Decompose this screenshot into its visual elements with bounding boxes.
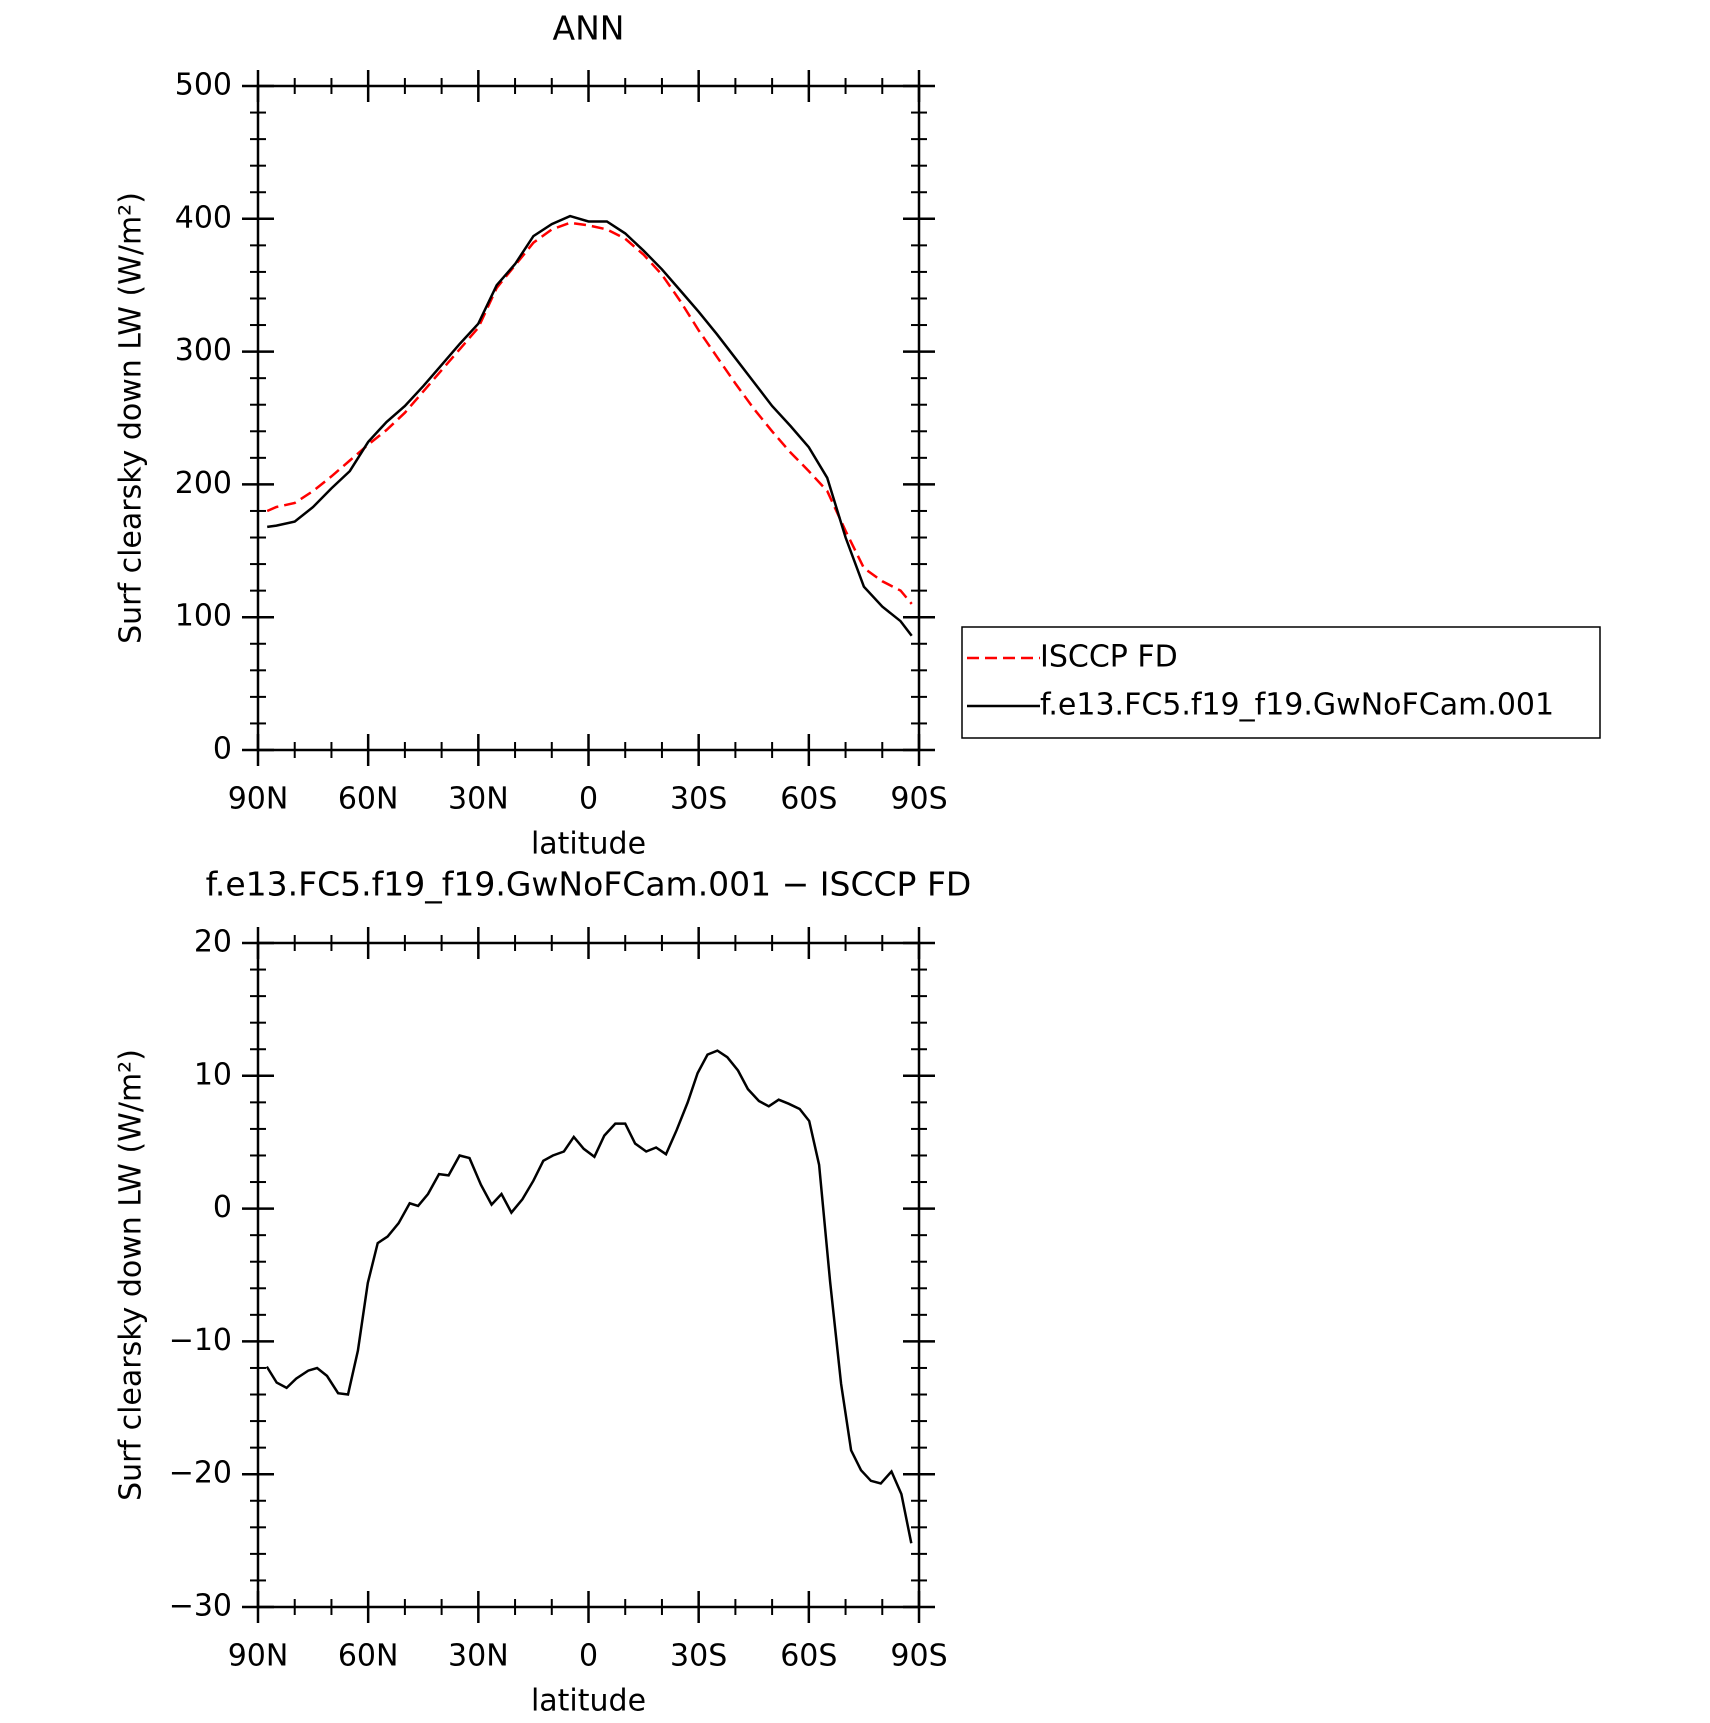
plot-frame: [256, 84, 921, 752]
legend-label: ISCCP FD: [1040, 640, 1178, 675]
legend-box: [961, 626, 1601, 739]
y-tick-label: 400: [175, 200, 232, 235]
x-tick-label: 90N: [228, 1639, 289, 1674]
x-tick-label: 30N: [448, 782, 509, 817]
y-tick-label: −30: [169, 1589, 232, 1624]
y-tick-label: 10: [194, 1057, 232, 1092]
x-tick-label: 90S: [890, 782, 947, 817]
x-tick-label: 30S: [670, 1639, 727, 1674]
x-tick-label: 90S: [890, 1639, 947, 1674]
y-tick-label: 300: [175, 333, 232, 368]
y-tick-label: −10: [169, 1323, 232, 1358]
x-tick-label: 60S: [780, 782, 837, 817]
y-tick-label: 0: [213, 732, 232, 767]
x-axis-label: latitude: [531, 827, 646, 862]
y-tick-label: 100: [175, 599, 232, 634]
x-tick-label: 0: [579, 1639, 598, 1674]
y-tick-label: 0: [213, 1190, 232, 1225]
x-tick-label: 30S: [670, 782, 727, 817]
data-line: [266, 221, 913, 605]
y-axis-label: Surf clearsky down LW (W/m²): [114, 192, 149, 644]
x-tick-label: 60N: [338, 1639, 399, 1674]
x-tick-label: 0: [579, 782, 598, 817]
y-tick-label: 500: [175, 68, 232, 103]
x-axis-label: latitude: [531, 1684, 646, 1719]
chart-title: ANN: [553, 9, 625, 48]
data-line: [267, 214, 913, 637]
x-tick-label: 60S: [780, 1639, 837, 1674]
y-tick-label: 200: [175, 466, 232, 501]
chart-title: f.e13.FC5.f19_f19.GwNoFCam.001 − ISCCP F…: [206, 865, 972, 904]
y-tick-label: −20: [169, 1456, 232, 1491]
x-tick-label: 30N: [448, 1639, 509, 1674]
plot-frame: [256, 941, 921, 1609]
y-tick-label: 20: [194, 925, 232, 960]
x-tick-label: 90N: [228, 782, 289, 817]
x-tick-label: 60N: [338, 782, 399, 817]
legend-label: f.e13.FC5.f19_f19.GwNoFCam.001: [1040, 688, 1554, 723]
y-axis-label: Surf clearsky down LW (W/m²): [114, 1049, 149, 1501]
data-line: [265, 1049, 913, 1544]
